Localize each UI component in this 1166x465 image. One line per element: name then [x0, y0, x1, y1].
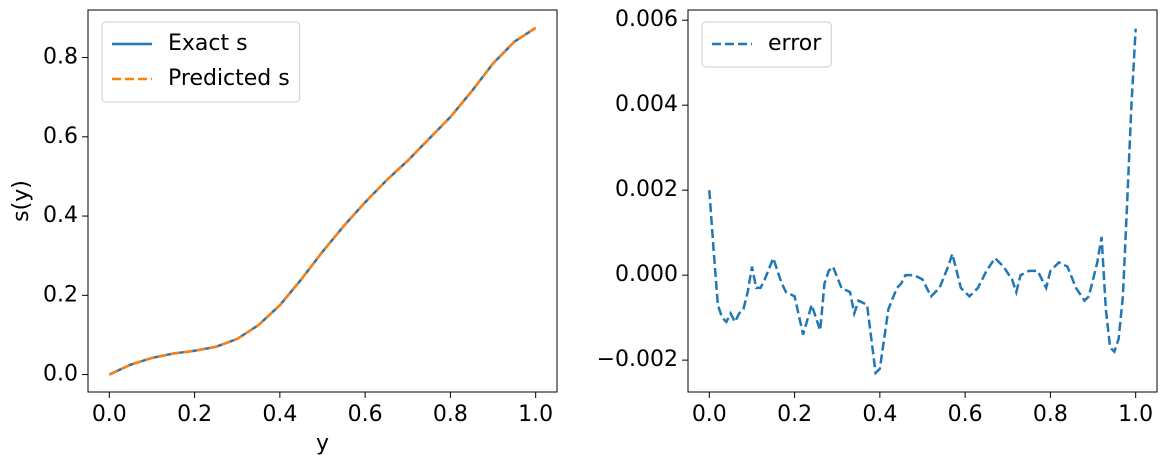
data-line — [108, 26, 537, 376]
x-tick-label: 0.2 — [777, 402, 812, 427]
y-tick-label: 0.2 — [43, 282, 78, 307]
x-tick-label: 0.6 — [348, 402, 383, 427]
y-tick-label: 0.8 — [43, 45, 78, 70]
x-tick-label: 1.0 — [1118, 402, 1153, 427]
legend-label: error — [768, 31, 822, 56]
y-tick-label: 0.006 — [615, 7, 678, 32]
x-tick-label: 0.0 — [92, 402, 127, 427]
x-tick-label: 0.4 — [862, 402, 897, 427]
y-tick-label: −0.002 — [597, 347, 678, 372]
legend-box — [701, 21, 832, 68]
axes-frame — [687, 9, 1158, 393]
y-tick-label: 0.002 — [615, 177, 678, 202]
x-tick-label: 0.6 — [948, 402, 983, 427]
x-tick-label: 0.4 — [262, 402, 297, 427]
x-tick-label: 1.0 — [518, 402, 553, 427]
x-tick-label: 0.0 — [692, 402, 727, 427]
axes-frame — [87, 9, 558, 393]
legend-label: Exact s — [168, 31, 248, 56]
y-tick-label: 0.6 — [43, 124, 78, 149]
y-tick-label: 0.000 — [615, 262, 678, 287]
y-tick-label: 0.004 — [615, 92, 678, 117]
y-axis-label: s(y) — [9, 180, 34, 222]
x-tick-label: 0.8 — [1033, 402, 1068, 427]
x-tick-label: 0.2 — [177, 402, 212, 427]
y-tick-label: 0.0 — [43, 362, 78, 387]
legend-label: Predicted s — [168, 66, 290, 91]
x-tick-label: 0.8 — [433, 402, 468, 427]
legend-box — [101, 21, 301, 103]
data-line — [708, 28, 1137, 376]
x-axis-label: y — [316, 431, 329, 456]
y-tick-label: 0.4 — [43, 203, 78, 228]
